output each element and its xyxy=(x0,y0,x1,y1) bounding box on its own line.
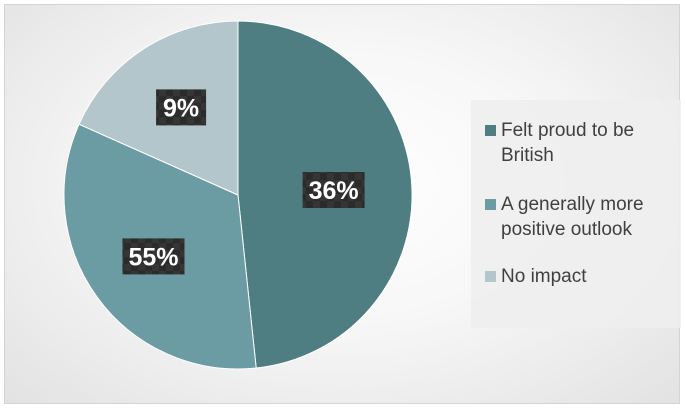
legend-label: No impact xyxy=(501,266,587,287)
legend-label: A generally more positive outlook xyxy=(501,194,644,240)
data-label-box xyxy=(302,172,365,208)
chart-area: 36% 55% 9% Felt proud to be British A gene… xyxy=(4,4,681,404)
data-label-felt-proud: 36% xyxy=(302,172,365,208)
legend-item-positive-outlook: A generally more positive outlook xyxy=(485,192,676,242)
data-label-no-impact: 9% xyxy=(156,89,207,126)
data-label-text: 36% xyxy=(309,177,359,205)
legend-swatch xyxy=(485,199,496,210)
legend-swatch xyxy=(485,125,496,136)
data-label-text: 9% xyxy=(163,94,199,122)
data-label-box xyxy=(156,89,207,126)
data-label-text: 55% xyxy=(128,243,178,271)
pie-chart: 36% 55% 9% xyxy=(63,20,413,370)
legend-swatch xyxy=(485,271,496,282)
data-label-box xyxy=(122,238,185,275)
legend-item-no-impact: No impact xyxy=(485,264,676,289)
legend-item-felt-proud: Felt proud to be British xyxy=(485,118,676,168)
legend-label: Felt proud to be British xyxy=(501,120,635,166)
data-label-positive-outlook: 55% xyxy=(122,238,185,275)
legend: Felt proud to be British A generally mor… xyxy=(471,100,681,328)
